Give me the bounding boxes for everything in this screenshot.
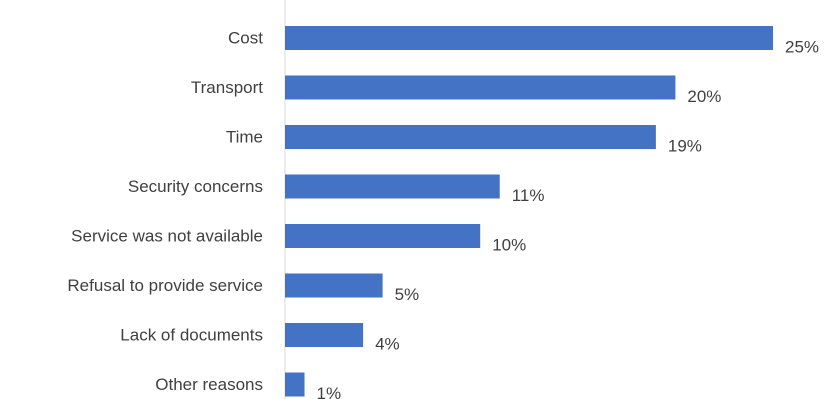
value-label: 25%: [785, 38, 819, 57]
bar-1: [285, 26, 773, 50]
value-label: 10%: [492, 236, 526, 255]
value-label: 20%: [687, 87, 721, 106]
category-label: Time: [226, 128, 263, 147]
bar-6: [285, 273, 383, 298]
category-label: Lack of documents: [120, 326, 263, 345]
category-label: Cost: [228, 29, 263, 48]
category-label: Security concerns: [128, 177, 263, 196]
bar-3: [285, 125, 656, 149]
category-label: Refusal to provide service: [67, 276, 263, 295]
bar-4: [285, 174, 500, 199]
value-label: 1%: [317, 384, 342, 399]
value-label: 19%: [668, 137, 702, 156]
value-label: 4%: [375, 335, 400, 354]
bars-layer: [285, 26, 773, 397]
category-label: Transport: [191, 78, 263, 97]
value-label: 11%: [512, 186, 545, 205]
bar-8: [285, 372, 305, 397]
category-labels: Cost Transport Time Security concerns Servic…: [67, 29, 263, 395]
category-label: Service was not available: [71, 227, 263, 246]
value-label: 5%: [395, 285, 420, 304]
bar-5: [285, 224, 481, 248]
value-labels: 25% 20% 19% 11% 10% 5% 4% 1%: [317, 38, 820, 399]
bar-2: [285, 75, 676, 100]
bar-7: [285, 323, 364, 347]
category-label: Other reasons: [155, 375, 263, 394]
